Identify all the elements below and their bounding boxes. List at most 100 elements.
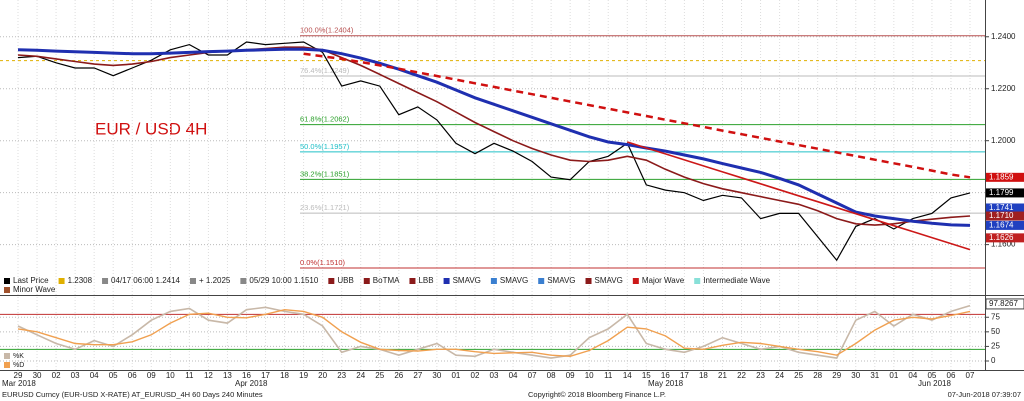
series-line: [17, 308, 971, 358]
y-tick-label: 50: [991, 327, 1000, 336]
legend-swatch: [4, 278, 10, 284]
x-tick-label: 02: [471, 371, 480, 380]
x-tick-label: 05: [927, 371, 936, 380]
price-tag-label: 1.1626: [989, 233, 1014, 242]
x-tick-label: 01: [451, 371, 460, 380]
legend-label: 1.2308: [68, 276, 93, 285]
x-tick-label: 09: [147, 371, 156, 380]
x-tick-label: 27: [413, 371, 422, 380]
footer-left: EURUSD Curncy (EUR-USD X-RATE) AT_EURUSD…: [2, 390, 263, 399]
x-tick-label: 23: [756, 371, 765, 380]
price-tag-label: 1.1799: [989, 188, 1014, 197]
footer-center: Copyright© 2018 Bloomberg Finance L.P.: [528, 390, 666, 399]
price-tag: [986, 211, 1024, 221]
legend-label: %D: [13, 362, 24, 369]
x-tick-label: 24: [775, 371, 784, 380]
x-tick-label: 26: [394, 371, 403, 380]
x-tick-label: 21: [718, 371, 727, 380]
price-tag-label: 1.1674: [989, 221, 1014, 230]
x-tick-label: 30: [851, 371, 860, 380]
level-label: 23.6%(1.1721): [300, 203, 350, 212]
legend-swatch: [490, 278, 497, 284]
legend-label: 04/17 06:00 1.2414: [111, 276, 181, 285]
level-label: 100.0%(1.2404): [300, 26, 354, 35]
legend-label: Last Price: [13, 276, 49, 285]
month-label: Mar 2018: [2, 379, 36, 388]
legend-label: 05/29 10:00 1.1510: [249, 276, 319, 285]
level-label: 38.2%(1.1851): [300, 169, 350, 178]
legend-label: SMAVG: [595, 276, 623, 285]
x-tick-label: 30: [33, 371, 42, 380]
x-tick-label: 11: [185, 371, 194, 380]
x-tick-label: 25: [794, 371, 803, 380]
legend-swatch: [190, 278, 196, 284]
x-tick-label: 04: [509, 371, 518, 380]
x-tick-label: 23: [337, 371, 346, 380]
x-tick-label: 15: [642, 371, 651, 380]
legend-label: BoTMA: [373, 276, 400, 285]
legend-swatch: [585, 278, 592, 284]
legend-label: Intermediate Wave: [703, 276, 770, 285]
chart-title: EUR / USD 4H: [95, 119, 207, 138]
x-tick-label: 11: [604, 371, 613, 380]
legend-label: LBB: [418, 276, 433, 285]
price-tag-label: 1.1741: [989, 203, 1014, 212]
x-tick-label: 07: [966, 371, 975, 380]
series-line: [17, 41, 971, 262]
price-tag: [986, 172, 1024, 182]
month-label: Apr 2018: [235, 379, 268, 388]
legend-swatch: [4, 362, 10, 368]
x-tick-label: 31: [870, 371, 879, 380]
y-tick-label: 1.2200: [991, 84, 1016, 93]
legend-label: UBB: [337, 276, 353, 285]
legend-swatch: [58, 278, 65, 284]
y-tick-label: 25: [991, 342, 1000, 351]
x-tick-label: 05: [109, 371, 118, 380]
x-tick-label: 28: [813, 371, 822, 380]
x-tick-label: 30: [432, 371, 441, 380]
price-tag: [986, 188, 1024, 198]
x-tick-label: 06: [128, 371, 137, 380]
legend-swatch: [4, 287, 10, 293]
price-tag: [986, 220, 1024, 230]
legend-swatch: [409, 278, 416, 284]
level-label: 0.0%(1.1510): [300, 258, 346, 267]
legend-label: Minor Wave: [13, 285, 56, 294]
month-label: Jun 2018: [918, 379, 951, 388]
series-line: [17, 47, 971, 227]
x-tick-label: 02: [52, 371, 61, 380]
series-line: [17, 46, 971, 226]
x-tick-label: 04: [90, 371, 99, 380]
legend-label: SMAVG: [453, 276, 481, 285]
x-tick-label: 14: [623, 371, 632, 380]
legend-label: SMAVG: [547, 276, 575, 285]
x-tick-label: 29: [14, 371, 23, 380]
y-tick-label: 0: [991, 356, 996, 365]
legend-label: %K: [13, 353, 24, 360]
x-tick-label: 18: [280, 371, 289, 380]
level-label: 76.4%(1.2249): [300, 66, 350, 75]
price-tag-label: 1.1859: [989, 172, 1014, 181]
x-tick-label: 06: [947, 371, 956, 380]
y-tick-label: 1.1600: [991, 240, 1016, 249]
legend-label: + 1.2025: [199, 276, 231, 285]
x-tick-label: 16: [661, 371, 670, 380]
x-tick-label: 04: [908, 371, 917, 380]
x-tick-label: 03: [71, 371, 80, 380]
x-tick-label: 10: [585, 371, 594, 380]
x-tick-label: 29: [832, 371, 841, 380]
x-tick-label: 08: [547, 371, 556, 380]
x-tick-label: 09: [566, 371, 575, 380]
footer-right: 07-Jun-2018 07:39:07: [948, 390, 1021, 399]
series-line: [17, 304, 971, 359]
legend-swatch: [443, 278, 450, 284]
legend-swatch: [632, 278, 639, 284]
price-tag-label: 1.1710: [989, 211, 1014, 220]
x-tick-label: 12: [204, 371, 213, 380]
series-line: [627, 141, 971, 251]
value-tag-label: 97.8267: [989, 299, 1018, 308]
x-tick-label: 17: [680, 371, 689, 380]
legend-swatch: [102, 278, 109, 284]
x-tick-label: 18: [699, 371, 708, 380]
y-tick-label: 1.2000: [991, 136, 1016, 145]
